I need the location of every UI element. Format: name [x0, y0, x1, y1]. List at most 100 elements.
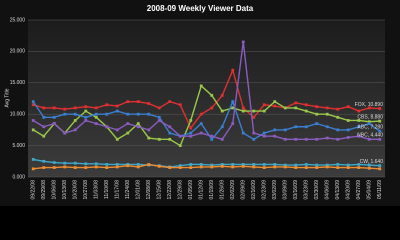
x-tick-label: 04/27/09: [356, 180, 362, 200]
x-tick-label: 02/02/09: [230, 180, 236, 200]
point-marker: [378, 129, 382, 133]
series-line: [32, 99, 381, 141]
x-tick-label: 01/26/09: [220, 180, 226, 200]
plot-area: [28, 20, 385, 177]
end-label: CW, 1.640: [360, 159, 384, 165]
point-marker: [63, 112, 67, 116]
end-label: FOX, 10.890: [355, 102, 384, 108]
point-marker: [273, 134, 277, 138]
point-marker: [84, 166, 88, 169]
x-tick-label: 05/11/09: [377, 180, 383, 199]
point-marker: [168, 166, 172, 169]
end-label: NBC, 4.440: [357, 133, 383, 139]
point-marker: [52, 115, 56, 119]
point-marker: [105, 125, 109, 129]
x-tick-label: 01/05/09: [188, 180, 194, 200]
y-tick-label: 0.000: [12, 174, 25, 180]
point-marker: [168, 131, 172, 135]
point-marker: [325, 112, 329, 116]
point-marker: [325, 125, 329, 129]
point-marker: [325, 165, 329, 169]
x-tick-label: 10/06/08: [52, 180, 58, 200]
point-marker: [315, 122, 319, 126]
point-marker: [252, 115, 256, 119]
y-tick-label: 10.000: [10, 112, 26, 118]
point-marker: [136, 125, 140, 129]
y-tick-label: 15.000: [10, 80, 26, 86]
point-marker: [220, 163, 224, 166]
series-line: [33, 163, 380, 170]
point-marker: [357, 125, 361, 129]
point-marker: [73, 119, 77, 122]
point-marker: [94, 112, 98, 116]
point-marker: [136, 163, 140, 166]
point-marker: [178, 103, 182, 107]
point-marker: [252, 165, 256, 169]
point-marker: [283, 137, 287, 141]
point-marker: [283, 165, 287, 169]
point-marker: [357, 109, 361, 113]
point-marker: [84, 115, 88, 119]
point-marker: [189, 134, 193, 138]
x-tick-label: 10/13/08: [62, 180, 68, 200]
point-marker: [157, 137, 161, 141]
point-marker: [252, 163, 256, 166]
point-marker: [105, 166, 109, 169]
point-marker: [231, 68, 235, 72]
x-tick-label: 09/22/08: [31, 180, 37, 200]
point-marker: [42, 134, 46, 138]
point-marker: [73, 166, 77, 169]
point-marker: [294, 163, 298, 167]
point-marker: [147, 102, 151, 105]
point-marker: [31, 119, 35, 122]
point-marker: [63, 161, 67, 165]
point-marker: [262, 109, 266, 113]
point-marker: [273, 165, 277, 169]
x-tick-label: 01/19/09: [209, 180, 215, 200]
point-marker: [336, 115, 340, 119]
series-line: [33, 158, 380, 168]
point-marker: [304, 125, 308, 129]
point-marker: [262, 103, 266, 107]
point-marker: [115, 165, 119, 169]
series-line: [32, 84, 380, 147]
point-marker: [283, 106, 287, 110]
point-marker: [42, 166, 46, 169]
point-marker: [136, 100, 140, 104]
point-marker: [336, 128, 340, 132]
point-marker: [262, 166, 266, 169]
x-tick-label: 11/17/08: [115, 180, 121, 199]
series-line: [33, 68, 380, 130]
point-marker: [231, 100, 235, 104]
point-marker: [210, 137, 214, 141]
x-tick-label: 03/02/09: [272, 180, 278, 200]
point-marker: [168, 100, 172, 104]
y-axis-label: Avg Title: [4, 88, 10, 107]
point-marker: [315, 163, 319, 167]
x-tick-label: 03/23/09: [304, 180, 310, 200]
point-marker: [325, 163, 329, 167]
point-marker: [378, 164, 382, 168]
point-marker: [136, 122, 140, 126]
x-tick-label: 02/16/09: [251, 180, 257, 200]
point-marker: [220, 137, 224, 141]
point-marker: [199, 112, 203, 116]
point-marker: [105, 112, 109, 116]
point-marker: [357, 119, 361, 122]
x-tick-label: 12/22/08: [167, 180, 173, 200]
point-marker: [367, 163, 371, 167]
x-tick-label: 10/20/08: [73, 180, 79, 200]
point-marker: [210, 106, 214, 110]
point-marker: [273, 100, 277, 104]
point-marker: [378, 107, 382, 110]
point-marker: [157, 164, 161, 168]
point-marker: [94, 162, 98, 166]
x-tick-label: 11/03/08: [94, 180, 100, 199]
point-marker: [178, 164, 182, 168]
point-marker: [336, 107, 340, 111]
point-marker: [168, 125, 172, 129]
point-marker: [94, 165, 98, 169]
point-marker: [178, 166, 182, 169]
point-marker: [336, 137, 340, 141]
point-marker: [220, 93, 224, 97]
